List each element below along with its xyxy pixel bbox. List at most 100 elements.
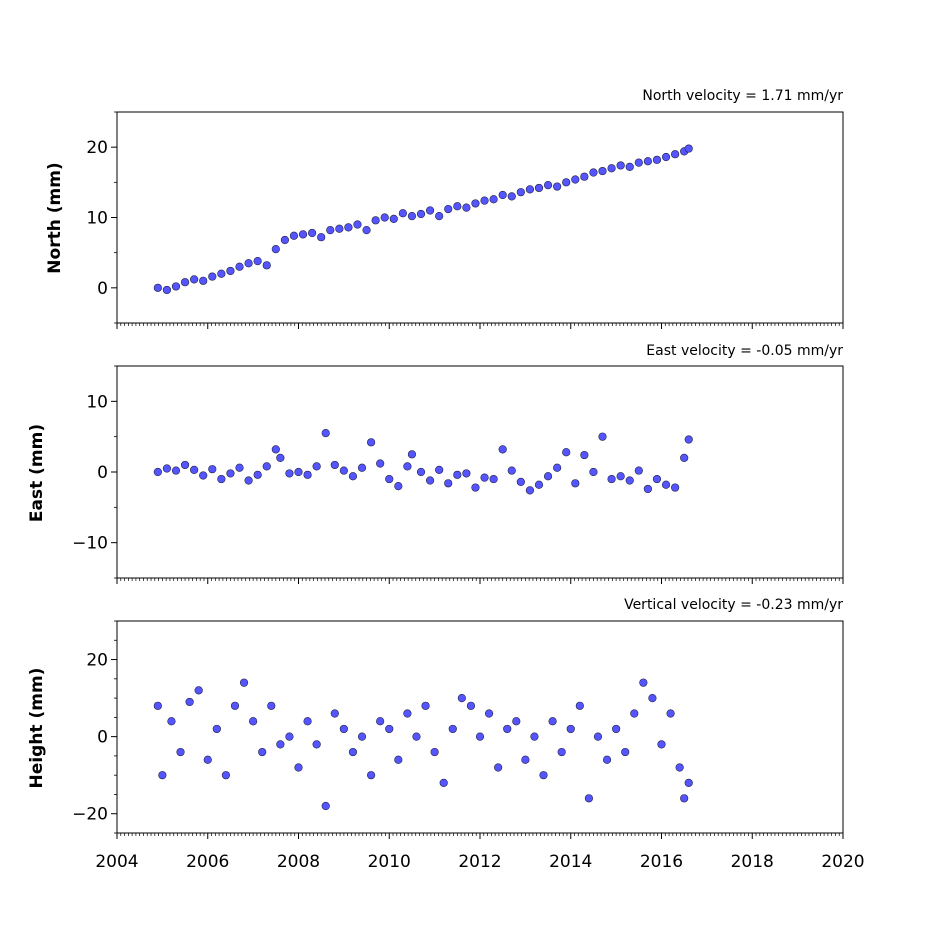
data-point xyxy=(489,195,498,204)
data-point xyxy=(371,216,380,225)
data-point xyxy=(680,794,689,803)
height-scatter-points xyxy=(153,678,693,811)
data-point xyxy=(153,701,162,710)
x-tick-label: 2010 xyxy=(368,852,411,872)
data-point xyxy=(407,211,417,221)
data-point xyxy=(230,701,240,710)
data-point xyxy=(525,486,535,495)
data-point xyxy=(675,763,684,772)
data-point xyxy=(312,462,321,471)
north-y-axis-label: North (mm) xyxy=(45,162,65,273)
data-point xyxy=(589,168,598,177)
data-point xyxy=(616,161,625,170)
data-point xyxy=(344,223,353,232)
data-point xyxy=(185,697,194,707)
y-tick-label: 10 xyxy=(86,392,108,412)
data-point xyxy=(171,282,181,291)
data-point xyxy=(457,693,466,703)
data-point xyxy=(652,155,662,164)
data-point xyxy=(484,709,494,718)
data-point xyxy=(643,157,652,166)
data-point xyxy=(262,261,271,270)
x-tick-label: 2014 xyxy=(549,852,592,872)
data-point xyxy=(666,709,675,718)
data-point xyxy=(571,175,580,184)
data-point xyxy=(162,464,172,473)
data-point xyxy=(294,763,303,772)
x-tick-label: 2004 xyxy=(95,852,138,872)
data-point xyxy=(162,285,172,295)
data-point xyxy=(553,182,562,191)
data-point xyxy=(435,465,444,474)
data-point xyxy=(226,266,235,276)
data-point xyxy=(221,771,230,780)
x-tick-label: 2016 xyxy=(640,852,683,872)
data-point xyxy=(190,465,199,474)
data-point xyxy=(466,701,476,710)
data-point xyxy=(575,701,584,710)
data-point xyxy=(671,150,680,159)
data-point xyxy=(534,183,544,193)
data-point xyxy=(684,778,693,787)
data-point xyxy=(652,474,662,484)
data-point xyxy=(244,259,253,268)
data-point xyxy=(471,199,480,208)
y-tick-label: 20 xyxy=(86,651,108,671)
data-point xyxy=(357,732,367,741)
data-point xyxy=(553,463,562,472)
data-point xyxy=(598,432,607,441)
data-point xyxy=(321,801,330,811)
data-point xyxy=(539,771,548,780)
data-point xyxy=(453,202,462,211)
data-point xyxy=(566,724,575,734)
data-point xyxy=(362,226,371,235)
data-point xyxy=(398,209,407,218)
data-point xyxy=(235,463,244,472)
data-point xyxy=(298,230,308,239)
data-point xyxy=(444,204,453,214)
data-point xyxy=(339,724,348,734)
height-y-axis-label: Height (mm) xyxy=(27,668,47,789)
data-point xyxy=(394,755,403,764)
data-point xyxy=(634,466,643,475)
east-y-ticks: −10 0 10 xyxy=(72,365,117,579)
x-tick-label: 2020 xyxy=(821,852,864,872)
data-point xyxy=(516,477,525,486)
data-point xyxy=(244,476,253,485)
data-point xyxy=(534,480,544,489)
data-point xyxy=(239,678,249,687)
data-point xyxy=(471,483,480,492)
north-scatter-points xyxy=(153,144,693,295)
y-tick-label: 0 xyxy=(97,728,108,748)
north-panel: 0 10 20 North velocity = 1.71 mm/yr North … xyxy=(45,88,844,329)
data-point xyxy=(276,740,285,749)
data-point xyxy=(212,724,221,734)
data-point xyxy=(348,747,358,757)
data-point xyxy=(303,717,312,726)
data-point xyxy=(462,469,471,478)
data-point xyxy=(235,262,244,271)
data-point xyxy=(616,472,625,481)
data-point xyxy=(612,724,621,734)
data-point xyxy=(176,747,185,757)
data-point xyxy=(367,771,376,780)
data-point xyxy=(249,717,258,726)
data-point xyxy=(326,226,335,235)
data-point xyxy=(394,482,403,491)
data-point xyxy=(271,245,280,254)
east-velocity-title: East velocity = -0.05 mm/yr xyxy=(646,343,843,359)
data-point xyxy=(661,152,671,162)
height-plot-frame xyxy=(116,620,844,834)
data-point xyxy=(425,206,435,215)
data-point xyxy=(639,678,648,687)
data-point xyxy=(339,466,348,475)
data-point xyxy=(267,701,276,710)
data-point xyxy=(276,453,285,462)
data-point xyxy=(621,747,630,757)
x-tick-label: 2012 xyxy=(458,852,501,872)
data-point xyxy=(439,778,448,787)
data-point xyxy=(684,435,693,444)
data-point xyxy=(312,740,321,749)
data-point xyxy=(444,479,453,488)
